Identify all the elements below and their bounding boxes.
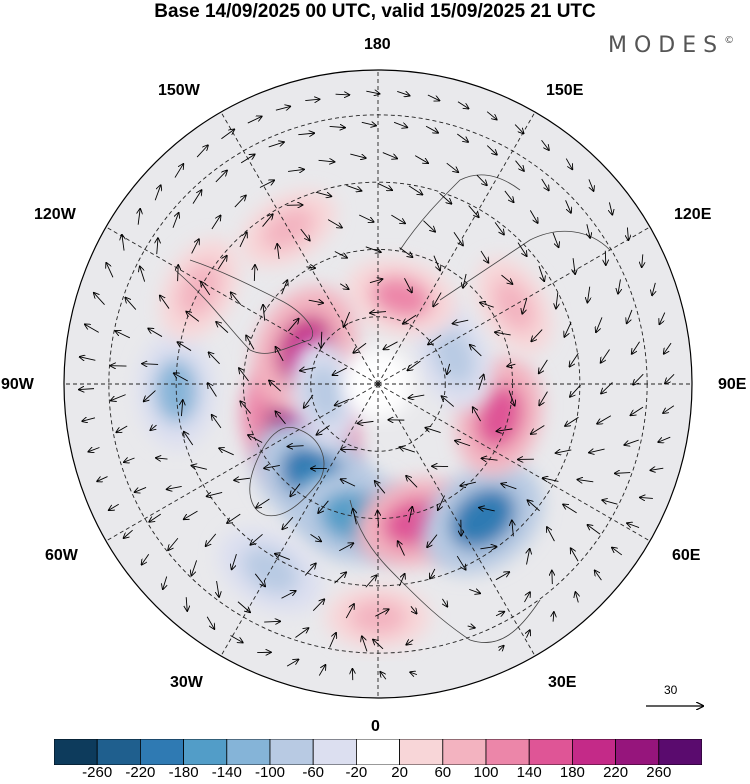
lon-label-120e: 120E bbox=[674, 206, 711, 224]
colorbar bbox=[54, 739, 702, 765]
lon-label-150e: 150E bbox=[546, 82, 583, 100]
colorbar-swatch bbox=[443, 739, 486, 765]
colorbar-tick: -180 bbox=[169, 764, 199, 781]
colorbar-swatch bbox=[313, 739, 356, 765]
lon-label-30e: 30E bbox=[548, 674, 576, 692]
lon-label-90e: 90E bbox=[718, 376, 746, 394]
lon-label-60e: 60E bbox=[672, 547, 700, 565]
colorbar-swatch bbox=[356, 739, 399, 765]
lon-label-150w: 150W bbox=[158, 82, 200, 100]
lon-label-0: 0 bbox=[371, 718, 380, 736]
lon-label-90w: 90W bbox=[1, 376, 34, 394]
colorbar-swatch bbox=[616, 739, 659, 765]
colorbar-tick: -100 bbox=[255, 764, 285, 781]
lon-label-30w: 30W bbox=[170, 674, 203, 692]
colorbar-swatch bbox=[184, 739, 227, 765]
colorbar-tick: 260 bbox=[646, 764, 671, 781]
colorbar-tick: -20 bbox=[346, 764, 368, 781]
wind-vector-284 bbox=[341, 449, 357, 450]
colorbar-swatch bbox=[140, 739, 183, 765]
colorbar-tick: 180 bbox=[560, 764, 585, 781]
colorbar-swatch bbox=[97, 739, 140, 765]
colorbar-tick: 60 bbox=[434, 764, 451, 781]
colorbar-tick: -60 bbox=[302, 764, 324, 781]
lon-label-120w: 120W bbox=[34, 206, 76, 224]
colorbar-swatch bbox=[270, 739, 313, 765]
colorbar-swatch bbox=[227, 739, 270, 765]
colorbar-tick: -260 bbox=[82, 764, 112, 781]
reference-vector-value: 30 bbox=[664, 683, 677, 697]
colorbar-tick-labels: -260 -220 -180 -140 -100 -60 -20 20 60 100 140 180 2… bbox=[0, 764, 750, 784]
wind-vector-139 bbox=[178, 265, 179, 281]
colorbar-tick: -140 bbox=[212, 764, 242, 781]
wind-vector-74 bbox=[605, 251, 606, 265]
colorbar-tick: 140 bbox=[517, 764, 542, 781]
colorbar-swatch bbox=[54, 739, 97, 765]
lon-label-180: 180 bbox=[364, 36, 391, 54]
colorbar-swatch bbox=[659, 739, 702, 765]
colorbar-swatch bbox=[529, 739, 572, 765]
colorbar-tick: 220 bbox=[603, 764, 628, 781]
colorbar-tick: 20 bbox=[391, 764, 408, 781]
colorbar-tick: -220 bbox=[125, 764, 155, 781]
lon-label-60w: 60W bbox=[45, 547, 78, 565]
colorbar-swatch bbox=[572, 739, 615, 765]
colorbar-tick: 100 bbox=[473, 764, 498, 781]
colorbar-swatch bbox=[400, 739, 443, 765]
colorbar-swatch bbox=[486, 739, 529, 765]
